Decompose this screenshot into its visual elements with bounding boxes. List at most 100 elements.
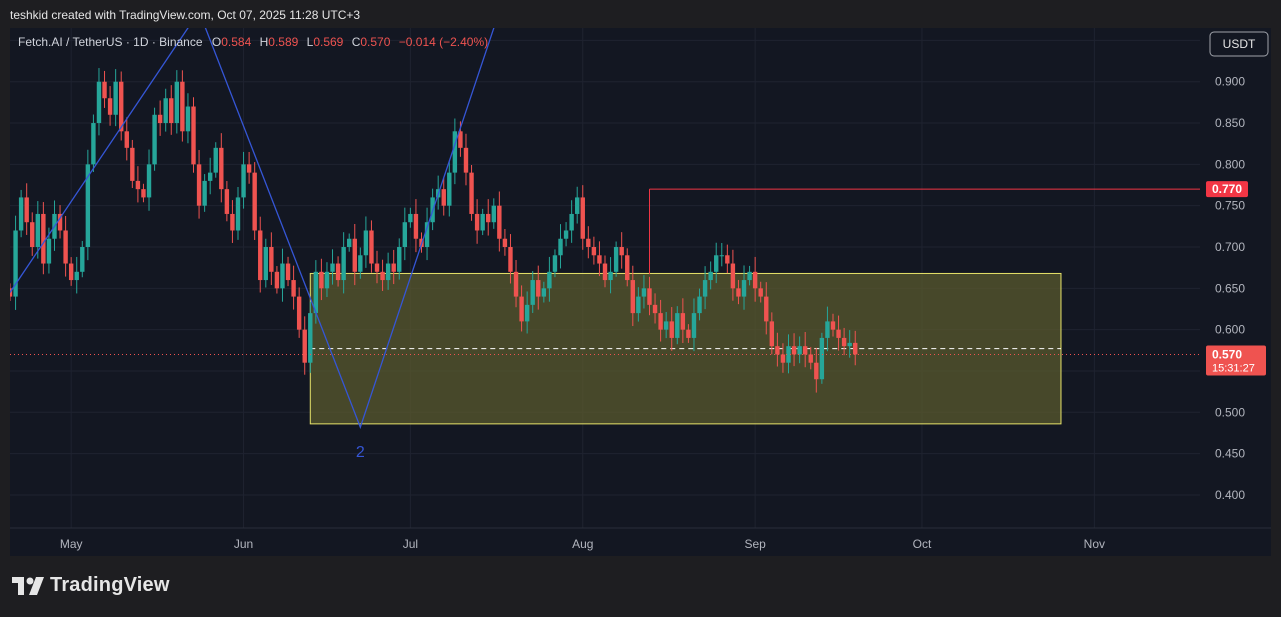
- resistance-price-tag: [1206, 181, 1248, 198]
- candle-body: [308, 313, 313, 363]
- candle-body: [241, 164, 246, 198]
- candle-body: [219, 147, 224, 190]
- candle-body: [130, 147, 135, 181]
- price-axis[interactable]: 0.4000.4500.5000.5500.6000.6500.7000.750…: [1200, 28, 1271, 556]
- candle-body: [24, 197, 29, 223]
- candle-body: [669, 321, 674, 338]
- candle-body: [302, 329, 307, 363]
- candle-body: [408, 213, 413, 223]
- candle-body: [35, 213, 41, 248]
- legend-high-label: H: [260, 35, 269, 49]
- candle-body: [819, 337, 825, 380]
- candle-body: [68, 263, 74, 281]
- candle-body: [263, 247, 268, 281]
- chart-credit: teshkid created with TradingView.com, Oc…: [10, 8, 361, 22]
- candle-body: [463, 147, 469, 173]
- candle-body: [675, 313, 680, 338]
- candle-body: [613, 247, 619, 272]
- candle-body: [697, 296, 702, 314]
- price-tick-label: 0.850: [1215, 116, 1245, 130]
- candle-body: [347, 238, 352, 248]
- candle-body: [74, 271, 79, 281]
- support-zone[interactable]: [309, 272, 1062, 425]
- candle-body: [146, 164, 152, 198]
- candle-body: [758, 288, 763, 297]
- price-tick-label: 0.450: [1215, 447, 1245, 461]
- candle-body: [741, 280, 747, 297]
- candle-body: [296, 296, 302, 330]
- current-price-label: 0.570: [1212, 347, 1242, 361]
- currency-label[interactable]: USDT: [1223, 37, 1256, 51]
- candle-body: [119, 81, 124, 132]
- candle-body: [397, 247, 402, 272]
- candle-body: [196, 164, 202, 206]
- candle-body: [541, 288, 547, 297]
- candlestick-chart[interactable]: 2 0.4000.4500.5000.5500.6000.6500.7000.7…: [7, 10, 1271, 556]
- candle-body: [691, 313, 697, 338]
- candle-body: [519, 296, 524, 322]
- candle-body: [747, 271, 752, 281]
- currency-button[interactable]: USDT: [1209, 31, 1269, 57]
- legend-change: −0.014 (−2.40%): [399, 35, 488, 49]
- candle-body: [374, 263, 380, 272]
- price-tick-label: 0.600: [1215, 323, 1245, 337]
- candle-body: [141, 189, 146, 198]
- candle-body: [619, 247, 624, 256]
- candle-body: [569, 213, 574, 231]
- candle-body: [135, 180, 141, 190]
- candle-body: [330, 263, 335, 272]
- pattern-line: [9, 10, 500, 430]
- candle-body: [285, 263, 291, 281]
- candle-body: [180, 81, 185, 132]
- candle-body: [597, 255, 602, 264]
- candle-body: [853, 342, 858, 355]
- chart-pane[interactable]: 2 0.4000.4500.5000.5500.6000.6500.7000.7…: [7, 10, 1271, 556]
- candle-body: [658, 313, 663, 330]
- legend-low: 0.569: [313, 35, 343, 49]
- candle-body: [280, 263, 285, 289]
- candle-body: [663, 321, 669, 330]
- candle-body: [502, 238, 508, 248]
- candle-body: [207, 172, 213, 181]
- candle-body: [652, 304, 658, 314]
- legend-high: 0.589: [268, 35, 298, 49]
- candle-body: [452, 131, 458, 173]
- candle-body: [313, 271, 319, 314]
- time-tick-label: Jul: [403, 537, 418, 551]
- candle-body: [497, 205, 502, 239]
- candle-body: [602, 263, 608, 281]
- resistance-price-label: 0.770: [1212, 182, 1242, 196]
- candle-body: [780, 354, 786, 363]
- candle-body: [791, 346, 797, 355]
- time-tick-label: Nov: [1084, 537, 1105, 551]
- candle-body: [725, 255, 730, 264]
- candle-body: [814, 362, 819, 380]
- candle-body: [769, 321, 775, 347]
- candle-body: [847, 342, 852, 347]
- time-tick-label: May: [60, 537, 83, 551]
- legend-open: 0.584: [221, 35, 251, 49]
- candle-body: [124, 131, 129, 148]
- candle-body: [580, 197, 585, 239]
- legend-low-label: L: [307, 35, 314, 49]
- legend-close: 0.570: [360, 35, 390, 49]
- candle-body: [57, 213, 63, 231]
- candle-body: [202, 180, 207, 206]
- candle-body: [786, 346, 791, 363]
- tradingview-logo[interactable]: TradingView: [12, 574, 170, 597]
- legend: Fetch.AI / TetherUS · 1D · Binance O0.58…: [18, 35, 488, 49]
- candle-body: [764, 296, 769, 322]
- candle-body: [447, 172, 452, 206]
- candle-body: [563, 230, 569, 239]
- candle-body: [157, 114, 163, 124]
- candle-body: [469, 172, 474, 214]
- drawings[interactable]: 2: [9, 10, 1200, 461]
- candle-body: [191, 106, 196, 165]
- time-axis[interactable]: May Jun Jul Aug Sep Oct Nov: [10, 527, 1271, 551]
- candle-body: [752, 271, 758, 289]
- tradingview-logo-icon: [12, 576, 44, 595]
- candle-body: [808, 354, 813, 363]
- time-tick-label: Jun: [234, 537, 253, 551]
- tradingview-logo-text: TradingView: [50, 574, 170, 596]
- candle-body: [825, 321, 830, 338]
